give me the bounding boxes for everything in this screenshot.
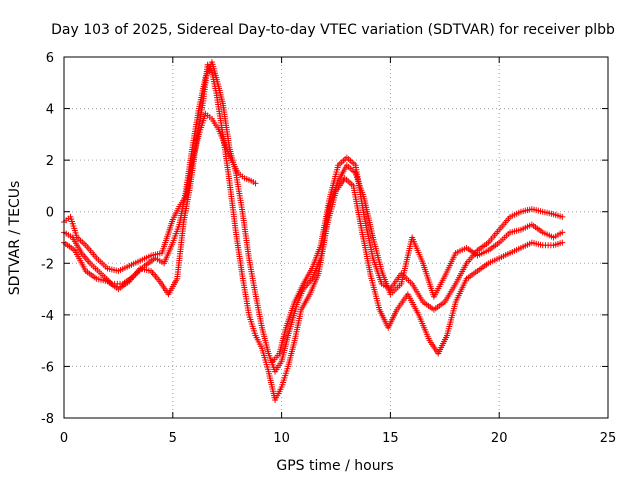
x-tick-label: 10: [273, 431, 290, 446]
x-tick-label: 15: [382, 431, 399, 446]
y-tick-label: 4: [46, 103, 54, 118]
y-tick-label: 0: [46, 206, 54, 221]
y-tick-label: 2: [46, 154, 54, 169]
series-track-lower: [61, 61, 566, 403]
y-tick-label: 6: [46, 51, 54, 66]
data-point: [559, 213, 566, 220]
x-tick-label: 0: [60, 431, 68, 446]
grid: [64, 57, 608, 418]
x-tick-label: 20: [491, 431, 508, 446]
data-point: [559, 229, 566, 236]
x-tick-label: 25: [600, 431, 617, 446]
data-marks: [61, 59, 566, 403]
y-tick-label: -8: [41, 412, 54, 427]
x-axis-label: GPS time / hours: [276, 458, 393, 474]
y-axis-label: SDTVAR / TECUs: [7, 181, 23, 296]
data-point: [252, 180, 259, 187]
plot-frame: [63, 56, 609, 419]
x-tick-label: 5: [169, 431, 177, 446]
data-point: [559, 239, 566, 246]
y-tick-label: -2: [41, 257, 54, 272]
chart-title: Day 103 of 2025, Sidereal Day-to-day VTE…: [51, 22, 615, 38]
y-tick-label: -6: [41, 360, 54, 375]
series-track-upper: [61, 110, 566, 365]
y-tick-label: -4: [41, 309, 54, 324]
axis-ticks: 0 5 10 15 20 25 -8 -6 -4 -2 0 2 4 6: [41, 51, 616, 446]
series-track-middle: [61, 59, 566, 375]
